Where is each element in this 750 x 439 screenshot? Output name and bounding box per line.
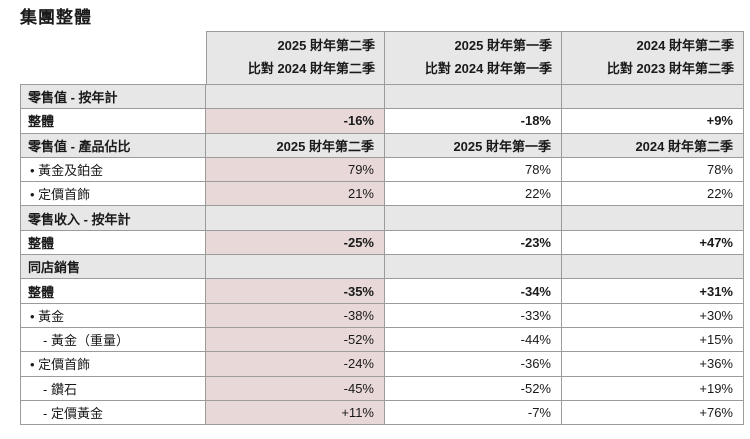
value-cell: +11% <box>206 400 385 426</box>
value-cell: 2025 財年第一季 <box>385 133 562 158</box>
group-summary-table: 2025 財年第二季 比對 2024 財年第二季 2025 財年第一季 比對 2… <box>20 31 744 426</box>
row-label-cell: • 定價首飾 <box>20 182 206 207</box>
header-period-line1: 2025 財年第一季 <box>454 38 552 54</box>
value-cell <box>562 85 744 110</box>
value-cell: -18% <box>385 109 562 134</box>
row-label-cell: 零售值 - 產品佔比 <box>20 133 206 158</box>
value-cell: -35% <box>206 279 385 304</box>
row-label-cell: • 定價首飾 <box>20 352 206 377</box>
header-col-fy2024-q2: 2024 財年第二季 比對 2023 財年第二季 <box>562 31 744 84</box>
value-cell: -33% <box>385 303 562 328</box>
table-row: • 黃金及鉑金 79% 78% 78% <box>20 157 744 183</box>
table-header-row: 2025 財年第二季 比對 2024 財年第二季 2025 財年第一季 比對 2… <box>20 31 744 84</box>
value-cell: +76% <box>562 400 744 426</box>
page-title: 集團整體 <box>20 8 92 27</box>
value-cell: 2025 財年第二季 <box>206 133 385 158</box>
row-label-cell: - 定價黃金 <box>20 400 206 426</box>
value-cell: 21% <box>206 182 385 207</box>
value-cell <box>206 206 385 231</box>
value-cell: +30% <box>562 303 744 328</box>
header-col-fy2025-q1: 2025 財年第一季 比對 2024 財年第一季 <box>385 31 562 84</box>
header-compare-line2: 比對 2023 財年第二季 <box>606 61 734 76</box>
row-label-cell: • 黃金及鉑金 <box>20 157 206 183</box>
header-period-line1: 2024 財年第二季 <box>636 38 734 54</box>
value-cell: 79% <box>206 157 385 183</box>
row-label-cell: 零售收入 - 按年計 <box>20 206 206 231</box>
row-label-cell: 整體 <box>20 230 206 256</box>
header-period-line1: 2025 財年第二季 <box>277 38 375 54</box>
value-cell: -16% <box>206 109 385 134</box>
table-row: • 定價首飾 -24% -36% +36% <box>20 352 744 377</box>
value-cell <box>562 206 744 231</box>
value-cell <box>385 85 562 110</box>
value-cell <box>385 255 562 280</box>
table-row: 零售收入 - 按年計 <box>20 206 744 231</box>
value-cell: 22% <box>562 182 744 207</box>
row-label-cell: • 黃金 <box>20 303 206 328</box>
value-cell: 22% <box>385 182 562 207</box>
value-cell: +36% <box>562 352 744 377</box>
header-col-fy2025-q2: 2025 財年第二季 比對 2024 財年第二季 <box>206 31 385 84</box>
value-cell <box>206 255 385 280</box>
row-label-cell: - 鑽石 <box>20 376 206 401</box>
value-cell: 2024 財年第二季 <box>562 133 744 158</box>
value-cell <box>562 255 744 280</box>
row-label-cell: 整體 <box>20 279 206 304</box>
value-cell: +47% <box>562 230 744 256</box>
table-row: 零售值 - 按年計 <box>20 85 744 110</box>
value-cell: -52% <box>206 327 385 353</box>
value-cell <box>206 85 385 110</box>
table-row: • 定價首飾 21% 22% 22% <box>20 182 744 207</box>
table-row: 同店銷售 <box>20 255 744 280</box>
table-row: • 黃金 -38% -33% +30% <box>20 303 744 328</box>
table-row: 整體 -25% -23% +47% <box>20 230 744 256</box>
table-row: - 黃金（重量） -52% -44% +15% <box>20 327 744 353</box>
header-compare-line2: 比對 2024 財年第二季 <box>247 61 375 76</box>
header-empty-cell <box>20 31 206 84</box>
value-cell: 78% <box>385 157 562 183</box>
value-cell: 78% <box>562 157 744 183</box>
value-cell: -24% <box>206 352 385 377</box>
header-compare-line2: 比對 2024 財年第一季 <box>424 61 552 76</box>
row-label-cell: 整體 <box>20 109 206 134</box>
value-cell: -44% <box>385 327 562 353</box>
value-cell: -38% <box>206 303 385 328</box>
table-row: 整體 -16% -18% +9% <box>20 109 744 134</box>
value-cell: +19% <box>562 376 744 401</box>
value-cell: -34% <box>385 279 562 304</box>
value-cell: -25% <box>206 230 385 256</box>
row-label-cell: 零售值 - 按年計 <box>20 85 206 110</box>
table-body: 零售值 - 按年計 整體 -16% -18% +9% 零售值 - 產品佔比 2025 財年第… <box>20 84 744 426</box>
value-cell: +31% <box>562 279 744 304</box>
table-row: 整體 -35% -34% +31% <box>20 279 744 304</box>
value-cell <box>385 206 562 231</box>
value-cell: -23% <box>385 230 562 256</box>
value-cell: -7% <box>385 400 562 426</box>
value-cell: -36% <box>385 352 562 377</box>
row-label-cell: - 黃金（重量） <box>20 327 206 353</box>
table-row: 零售值 - 產品佔比 2025 財年第二季 2025 財年第一季 2024 財年第二季 <box>20 133 744 158</box>
table-row: - 鑽石 -45% -52% +19% <box>20 376 744 401</box>
value-cell: +15% <box>562 327 744 353</box>
value-cell: -52% <box>385 376 562 401</box>
value-cell: -45% <box>206 376 385 401</box>
row-label-cell: 同店銷售 <box>20 255 206 280</box>
value-cell: +9% <box>562 109 744 134</box>
table-row: - 定價黃金 +11% -7% +76% <box>20 400 744 426</box>
